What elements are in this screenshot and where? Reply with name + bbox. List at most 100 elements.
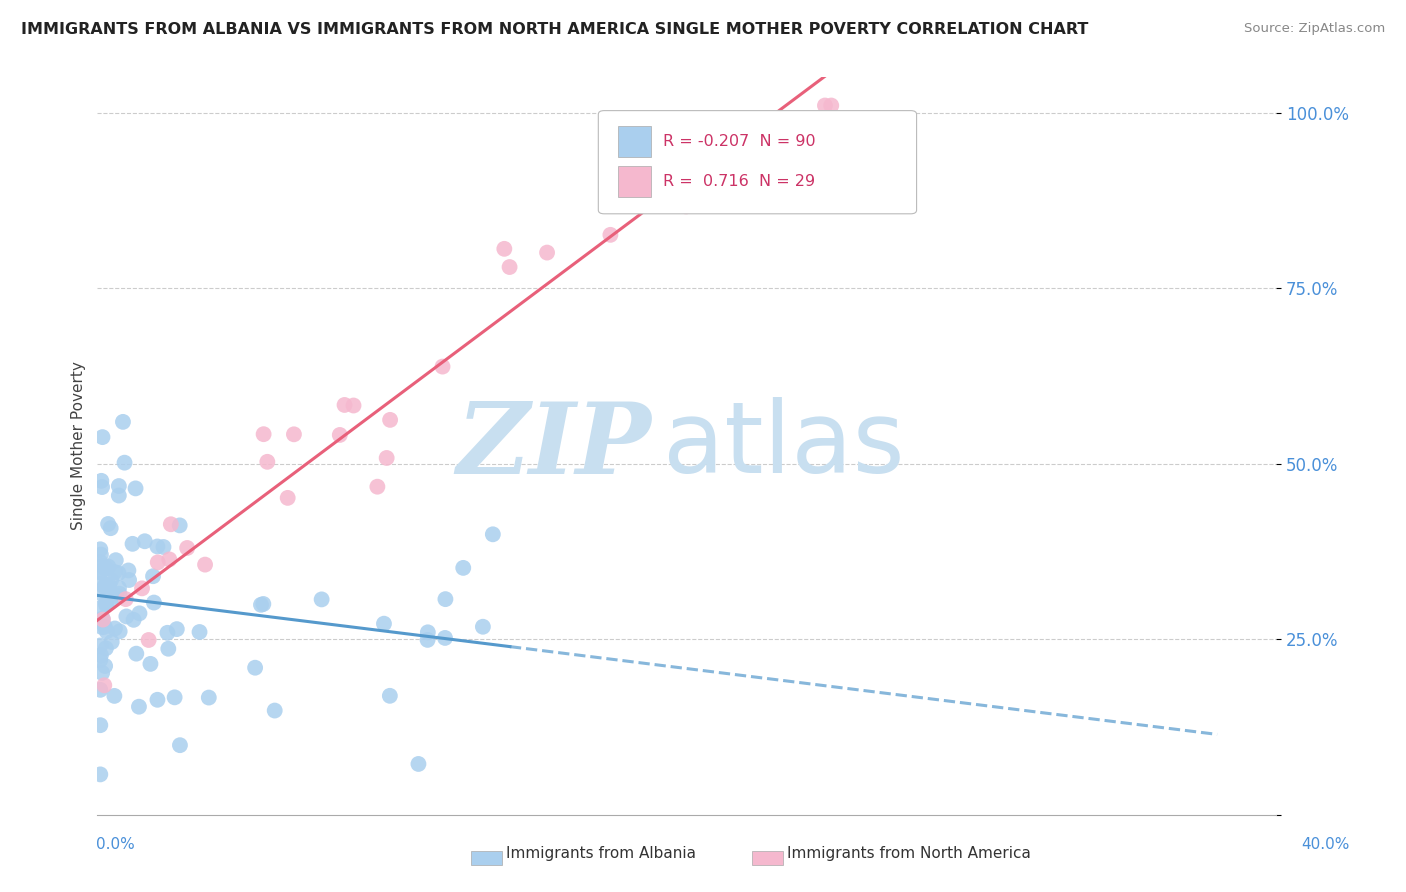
Point [89,566,111,580]
Point [128,699,150,714]
Point [108,624,131,639]
Point [146,555,169,569]
Point [91,430,114,444]
Point [89,767,111,781]
Point [94,620,117,634]
Point [94,561,117,575]
Point [90,474,112,488]
Point [91,620,114,634]
Point [163,690,186,705]
Point [89,577,111,591]
Point [256,455,278,469]
Point [103,591,125,606]
Point [121,537,143,551]
Point [128,607,150,621]
Bar [619,166,651,197]
Point [250,598,273,612]
Point [91,613,114,627]
Point [108,581,131,595]
Point [263,704,285,718]
Point [333,398,356,412]
Point [97,516,120,531]
Point [432,359,454,374]
Point [103,689,125,703]
Point [89,682,111,697]
Point [146,540,169,554]
Point [100,574,122,588]
Point [94,641,117,656]
Point [408,756,430,771]
Text: IMMIGRANTS FROM ALBANIA VS IMMIGRANTS FROM NORTH AMERICA SINGLE MOTHER POVERTY C: IMMIGRANTS FROM ALBANIA VS IMMIGRANTS FR… [21,22,1088,37]
Point [198,690,221,705]
Point [105,589,128,603]
Bar [619,126,651,157]
Y-axis label: Single Mother Poverty: Single Mother Poverty [72,361,86,531]
Point [599,227,621,242]
Point [91,558,114,573]
Point [277,491,299,505]
Point [156,625,179,640]
Point [97,580,120,594]
Point [93,580,115,594]
Point [243,661,266,675]
Point [138,632,160,647]
Point [100,635,122,649]
Point [104,553,127,567]
Point [814,98,837,112]
Point [125,647,148,661]
Point [118,573,141,587]
Point [434,592,457,607]
Point [375,450,398,465]
Point [108,489,131,503]
Point [131,582,153,596]
Point [94,596,117,610]
Point [100,521,122,535]
Point [160,517,183,532]
Point [124,482,146,496]
Text: 0.0%: 0.0% [96,838,135,852]
Point [378,413,401,427]
Point [176,541,198,555]
Point [820,98,842,112]
Point [104,622,127,636]
Point [89,555,111,569]
Point [157,552,180,566]
Point [283,427,305,442]
Point [91,665,114,680]
Point [89,565,111,579]
Point [536,245,558,260]
Text: R = -0.207  N = 90: R = -0.207 N = 90 [664,134,815,149]
Point [97,559,120,574]
Point [498,260,520,274]
Point [451,561,474,575]
Point [90,586,112,600]
Point [434,631,457,645]
Point [146,693,169,707]
Point [416,625,439,640]
Text: ZIP: ZIP [457,398,651,494]
Text: Immigrants from North America: Immigrants from North America [787,846,1031,861]
Point [115,609,138,624]
Point [142,596,165,610]
Point [111,415,134,429]
Point [166,622,188,636]
Point [90,648,112,662]
Point [96,598,118,612]
Point [134,534,156,549]
Point [378,689,401,703]
Point [108,587,131,601]
FancyBboxPatch shape [599,111,917,214]
Point [329,428,352,442]
Point [89,653,111,667]
Point [114,592,136,607]
Point [90,548,112,562]
Point [152,540,174,554]
Point [108,479,131,493]
Point [194,558,217,572]
Point [471,620,494,634]
Point [169,518,191,533]
Point [482,527,505,541]
Point [91,611,114,625]
Point [169,738,191,752]
Point [89,542,111,557]
